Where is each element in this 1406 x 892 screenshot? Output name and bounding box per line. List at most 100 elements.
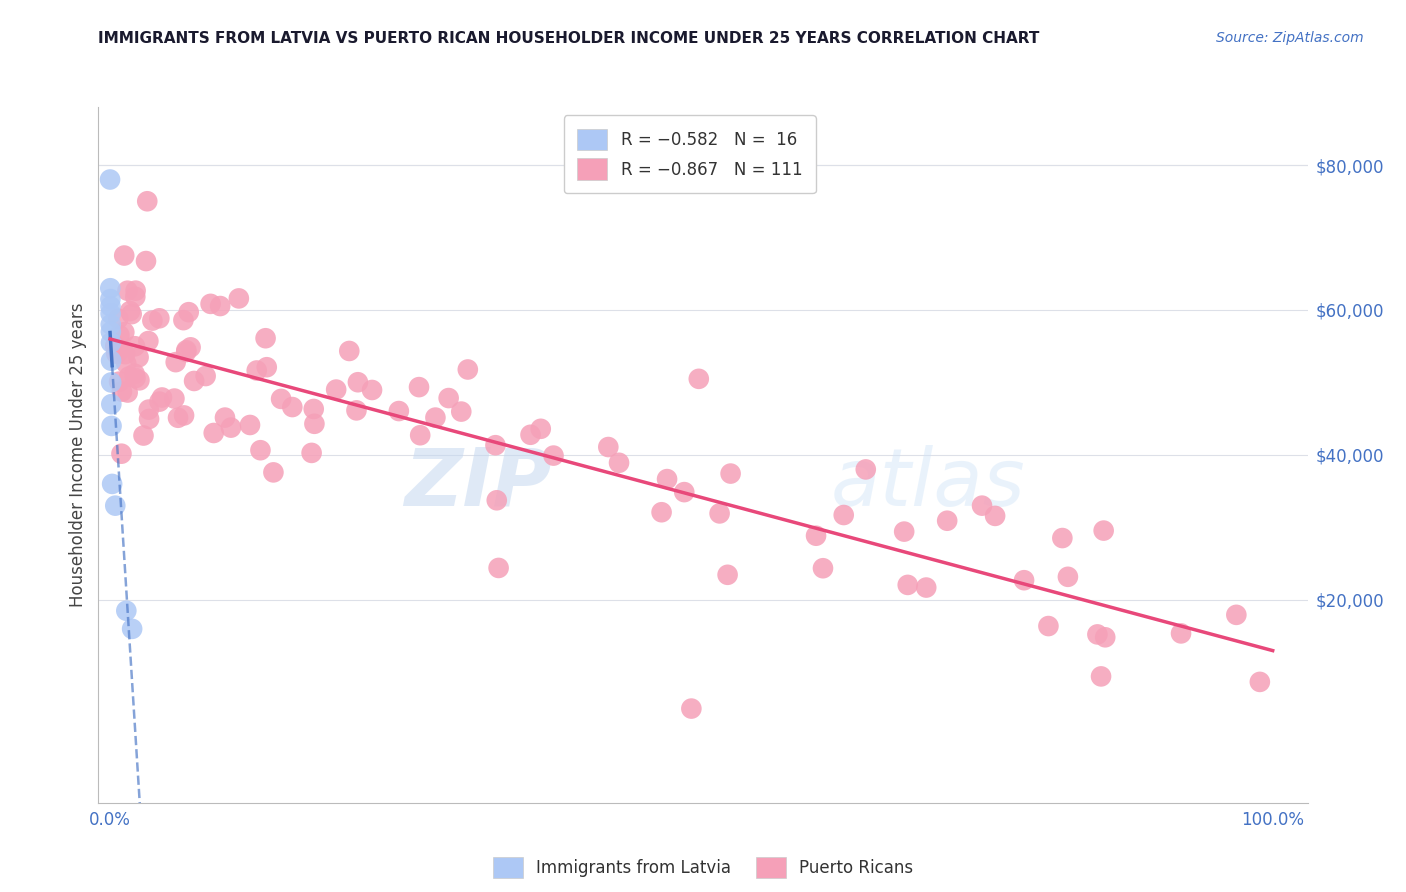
Point bbox=[172, 313, 194, 327]
Point bbox=[1087, 627, 1109, 641]
Point bbox=[101, 476, 124, 491]
Point bbox=[183, 374, 205, 388]
Point bbox=[302, 401, 325, 416]
Point bbox=[108, 375, 131, 389]
Point bbox=[855, 462, 877, 476]
Point bbox=[124, 371, 146, 385]
Point bbox=[100, 397, 122, 411]
Point bbox=[124, 339, 146, 353]
Legend: Immigrants from Latvia, Puerto Ricans: Immigrants from Latvia, Puerto Ricans bbox=[486, 850, 920, 885]
Point bbox=[100, 419, 122, 434]
Point bbox=[121, 307, 143, 321]
Point bbox=[681, 701, 703, 715]
Point bbox=[174, 345, 197, 359]
Point bbox=[1090, 669, 1112, 683]
Point bbox=[108, 328, 131, 343]
Point bbox=[249, 443, 271, 458]
Point bbox=[804, 529, 827, 543]
Point bbox=[1038, 619, 1060, 633]
Point bbox=[897, 578, 920, 592]
Point bbox=[148, 394, 170, 409]
Point bbox=[325, 383, 347, 397]
Point bbox=[346, 403, 368, 417]
Point bbox=[165, 355, 187, 369]
Point bbox=[115, 356, 138, 370]
Point bbox=[1170, 626, 1192, 640]
Point bbox=[176, 343, 198, 358]
Point bbox=[1057, 570, 1080, 584]
Point bbox=[1052, 531, 1074, 545]
Point bbox=[148, 311, 170, 326]
Point bbox=[388, 404, 411, 418]
Point bbox=[117, 284, 139, 298]
Point bbox=[177, 305, 200, 319]
Point bbox=[173, 409, 195, 423]
Point bbox=[811, 561, 834, 575]
Point bbox=[100, 318, 122, 332]
Point bbox=[138, 402, 160, 417]
Point bbox=[1094, 630, 1116, 644]
Point bbox=[984, 508, 1007, 523]
Point bbox=[893, 524, 915, 539]
Point bbox=[124, 284, 146, 298]
Point bbox=[219, 420, 242, 434]
Point bbox=[120, 304, 142, 318]
Point bbox=[138, 334, 160, 348]
Point bbox=[141, 313, 163, 327]
Point bbox=[1225, 607, 1247, 622]
Point bbox=[709, 507, 731, 521]
Point bbox=[121, 622, 143, 636]
Point bbox=[425, 410, 447, 425]
Point bbox=[124, 367, 146, 381]
Text: IMMIGRANTS FROM LATVIA VS PUERTO RICAN HOUSEHOLDER INCOME UNDER 25 YEARS CORRELA: IMMIGRANTS FROM LATVIA VS PUERTO RICAN H… bbox=[98, 31, 1040, 46]
Y-axis label: Householder Income Under 25 years: Householder Income Under 25 years bbox=[69, 302, 87, 607]
Point bbox=[180, 340, 202, 354]
Point bbox=[118, 369, 141, 384]
Point bbox=[136, 194, 159, 209]
Point bbox=[135, 254, 157, 268]
Point bbox=[214, 410, 236, 425]
Point bbox=[100, 325, 122, 339]
Point bbox=[114, 347, 136, 361]
Text: ZIP: ZIP bbox=[405, 445, 551, 523]
Point bbox=[128, 351, 150, 365]
Point bbox=[936, 514, 959, 528]
Point bbox=[651, 505, 673, 519]
Point bbox=[408, 380, 430, 394]
Point bbox=[98, 172, 121, 186]
Point bbox=[100, 307, 122, 321]
Point bbox=[100, 376, 122, 390]
Point bbox=[228, 292, 250, 306]
Point bbox=[107, 311, 129, 326]
Point bbox=[485, 493, 508, 508]
Point bbox=[281, 400, 304, 414]
Point bbox=[598, 440, 620, 454]
Point bbox=[100, 353, 122, 368]
Point bbox=[1092, 524, 1115, 538]
Point bbox=[202, 425, 225, 440]
Point bbox=[519, 427, 541, 442]
Point bbox=[100, 299, 122, 313]
Point bbox=[488, 561, 510, 575]
Point bbox=[688, 372, 710, 386]
Point bbox=[484, 438, 506, 452]
Point bbox=[450, 404, 472, 418]
Point bbox=[543, 449, 565, 463]
Point bbox=[124, 290, 146, 304]
Text: Source: ZipAtlas.com: Source: ZipAtlas.com bbox=[1216, 31, 1364, 45]
Point bbox=[1012, 573, 1035, 587]
Point bbox=[112, 248, 135, 262]
Point bbox=[409, 428, 432, 442]
Point bbox=[239, 417, 262, 432]
Point bbox=[270, 392, 292, 406]
Point bbox=[104, 499, 127, 513]
Point bbox=[361, 383, 384, 397]
Point bbox=[128, 373, 150, 387]
Point bbox=[246, 363, 269, 377]
Point bbox=[167, 410, 190, 425]
Point bbox=[132, 428, 155, 442]
Point bbox=[1249, 674, 1271, 689]
Point bbox=[209, 299, 232, 313]
Point bbox=[437, 391, 460, 405]
Point bbox=[301, 446, 323, 460]
